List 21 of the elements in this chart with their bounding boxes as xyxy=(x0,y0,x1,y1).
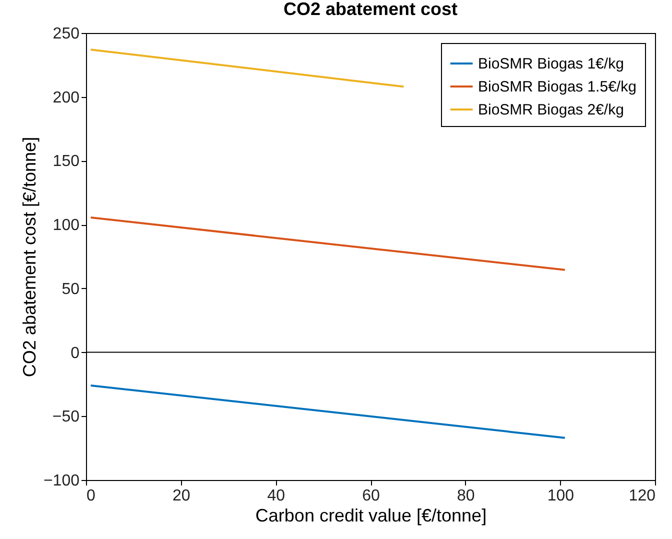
y-tick-label: 150 xyxy=(52,153,80,170)
y-tick-label: 50 xyxy=(62,280,80,298)
x-tick-label: 100 xyxy=(547,488,574,504)
x-tick-label: 120 xyxy=(628,488,656,504)
x-tick-label: 60 xyxy=(362,488,380,504)
y-tick-label: −100 xyxy=(43,472,80,490)
y-tick-label: 0 xyxy=(70,344,80,362)
legend-label: BioSMR Biogas 1.5€/kg xyxy=(478,78,636,96)
chart-title: CO2 abatement cost xyxy=(283,0,458,19)
y-tick-label: 250 xyxy=(52,26,80,42)
x-axis-title: Carbon credit value [€/tonne] xyxy=(255,506,487,526)
legend-label: BioSMR Biogas 2€/kg xyxy=(478,102,624,118)
x-tick-label: 40 xyxy=(267,488,286,504)
y-tick-label: −50 xyxy=(52,408,80,426)
y-tick-label: 200 xyxy=(52,89,80,106)
x-tick-label: 0 xyxy=(86,488,96,504)
y-tick-label: 100 xyxy=(52,217,80,234)
x-tick-label: 80 xyxy=(456,488,475,504)
legend-label: BioSMR Biogas 1€/kg xyxy=(478,56,624,72)
x-tick-label: 20 xyxy=(172,488,190,504)
y-axis-title: CO2 abatement cost [€/tonne] xyxy=(19,136,40,378)
